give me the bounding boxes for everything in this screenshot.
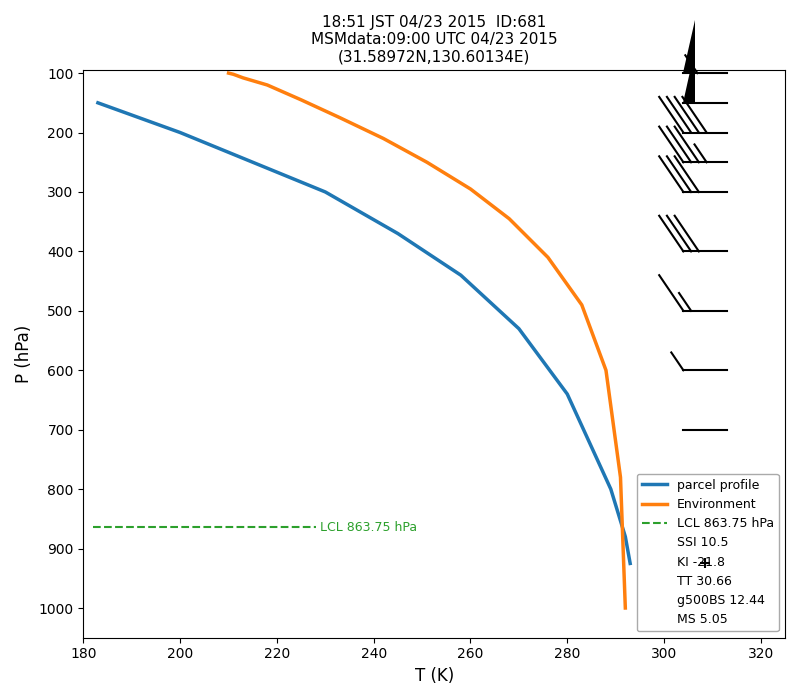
Environment: [378, 134, 388, 143]
parcel profile: [393, 230, 402, 238]
Environment: [229, 70, 238, 78]
Legend: parcel profile, Environment, LCL 863.75 hPa, SSI 10.5, KI -21.8, TT 30.66, g500B: parcel profile, Environment, LCL 863.75 …: [637, 474, 778, 631]
Environment: [422, 158, 432, 167]
Environment: [262, 80, 272, 89]
Environment: [621, 604, 630, 612]
Environment: [601, 366, 610, 375]
parcel profile: [321, 188, 330, 196]
Polygon shape: [683, 20, 695, 73]
parcel profile: [626, 559, 635, 568]
Environment: [335, 113, 345, 122]
parcel profile: [248, 158, 258, 167]
parcel profile: [562, 390, 572, 398]
parcel profile: [175, 128, 185, 136]
Text: LCL 863.75 hPa: LCL 863.75 hPa: [321, 521, 418, 533]
Environment: [543, 253, 553, 262]
parcel profile: [456, 271, 466, 279]
Polygon shape: [683, 49, 695, 103]
Environment: [577, 301, 586, 309]
parcel profile: [93, 99, 102, 107]
X-axis label: T (K): T (K): [414, 667, 454, 685]
Environment: [224, 69, 234, 77]
parcel profile: [606, 485, 616, 494]
Environment: [504, 214, 514, 223]
parcel profile: [621, 533, 630, 541]
Line: Environment: Environment: [229, 73, 626, 608]
parcel profile: [514, 325, 524, 333]
Y-axis label: P (hPa): P (hPa): [15, 325, 33, 383]
Environment: [238, 74, 248, 82]
Environment: [466, 185, 475, 193]
Environment: [296, 96, 306, 104]
Line: parcel profile: parcel profile: [98, 103, 630, 564]
Title: 18:51 JST 04/23 2015  ID:681
MSMdata:09:00 UTC 04/23 2015
(31.58972N,130.60134E): 18:51 JST 04/23 2015 ID:681 MSMdata:09:0…: [311, 15, 558, 65]
Environment: [616, 473, 626, 482]
